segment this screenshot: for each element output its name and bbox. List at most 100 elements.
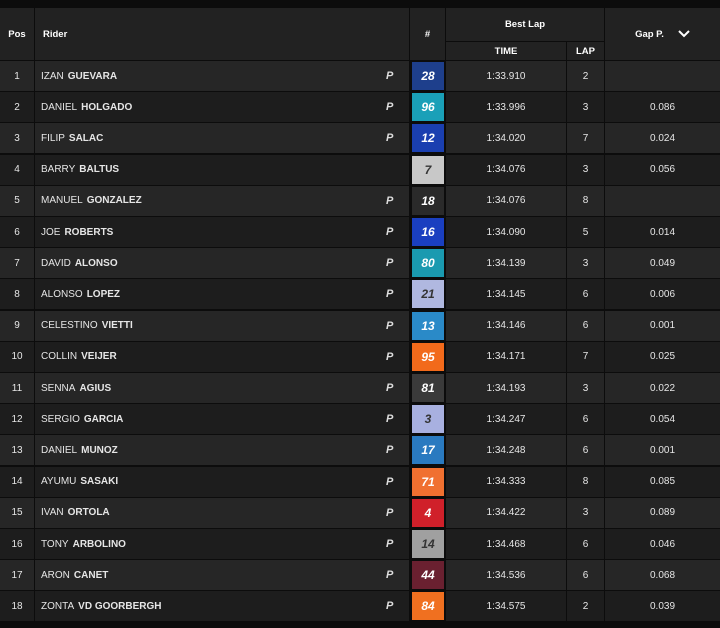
p-tag: P bbox=[386, 288, 394, 301]
last-name: CANET bbox=[73, 569, 109, 581]
rider-number: 18 bbox=[412, 186, 444, 215]
sort-chevron[interactable] bbox=[678, 30, 690, 38]
best-lap-lap: 3 bbox=[567, 373, 604, 403]
table-row: 15 IVAN ORTOLA P 4 1:34.422 3 0.089 bbox=[0, 497, 720, 528]
pos: 2 bbox=[0, 92, 34, 123]
table-row: 9 CELESTINO VIETTI P 13 1:34.146 6 0.001 bbox=[0, 310, 720, 341]
gap: 0.089 bbox=[605, 497, 720, 528]
best-lap-lap: 3 bbox=[567, 92, 604, 123]
header-gap[interactable]: Gap P. bbox=[605, 8, 720, 60]
first-name: ARON bbox=[41, 569, 70, 581]
best-lap-lap: 6 bbox=[567, 529, 604, 559]
rider-number: 95 bbox=[412, 342, 444, 371]
p-tag: P bbox=[386, 101, 394, 114]
rider-number: 7 bbox=[412, 155, 444, 184]
p-tag: P bbox=[386, 382, 394, 394]
last-name: SASAKI bbox=[80, 476, 119, 488]
rider-number: 14 bbox=[412, 530, 444, 558]
best-lap-lap: 6 bbox=[567, 404, 604, 435]
gap: 0.014 bbox=[605, 217, 720, 247]
gap: 0.049 bbox=[605, 248, 720, 279]
best-lap-lap: 7 bbox=[567, 341, 604, 372]
pos: 5 bbox=[0, 185, 34, 216]
table-row: 11 SENNA AGIUS P 81 1:34.193 3 0.022 bbox=[0, 373, 720, 403]
first-name: DAVID bbox=[41, 257, 71, 269]
last-name: ALONSO bbox=[74, 257, 118, 269]
table-row: 18 ZONTA VD GOORBERGH P 84 1:34.575 2 0.039 bbox=[0, 591, 720, 622]
table-row: 13 DANIEL MUNOZ P 17 1:34.248 6 0.001 bbox=[0, 435, 720, 466]
pos: 3 bbox=[0, 123, 34, 154]
first-name: AYUMU bbox=[41, 476, 77, 488]
pos: 14 bbox=[0, 466, 34, 497]
rider: FILIP SALAC bbox=[35, 123, 409, 154]
gap bbox=[605, 61, 720, 91]
gap: 0.024 bbox=[605, 123, 720, 154]
pos: 18 bbox=[0, 591, 34, 622]
pos: 17 bbox=[0, 560, 34, 591]
rider-number: 44 bbox=[412, 561, 444, 590]
rider-number: 17 bbox=[412, 436, 444, 465]
last-name: VD GOORBERGH bbox=[78, 600, 162, 612]
p-tag: P bbox=[386, 413, 394, 426]
best-lap-time: 1:34.076 bbox=[446, 154, 566, 185]
last-name: BALTUS bbox=[79, 164, 120, 176]
first-name: DANIEL bbox=[41, 444, 78, 456]
table-row: 4 BARRY BALTUS 7 1:34.076 3 0.056 bbox=[0, 154, 720, 185]
last-name: GUEVARA bbox=[67, 70, 118, 82]
first-name: IVAN bbox=[41, 507, 64, 519]
rider: IVAN ORTOLA bbox=[35, 497, 409, 528]
gap: 0.001 bbox=[605, 310, 720, 341]
pos: 6 bbox=[0, 217, 34, 247]
rider: SENNA AGIUS bbox=[35, 373, 409, 403]
table-row: 7 DAVID ALONSO P 80 1:34.139 3 0.049 bbox=[0, 248, 720, 279]
gap: 0.086 bbox=[605, 92, 720, 123]
best-lap-lap: 2 bbox=[567, 591, 604, 622]
pos: 4 bbox=[0, 154, 34, 185]
last-name: ARBOLINO bbox=[72, 538, 126, 550]
first-name: SENNA bbox=[41, 382, 76, 394]
best-lap-time: 1:34.090 bbox=[446, 217, 566, 247]
table-row: 10 COLLIN VEIJER P 95 1:34.171 7 0.025 bbox=[0, 341, 720, 372]
rider: DANIEL MUNOZ bbox=[35, 435, 409, 466]
pos: 10 bbox=[0, 341, 34, 372]
first-name: FILIP bbox=[41, 132, 65, 144]
table-row: 12 SERGIO GARCIA P 3 1:34.247 6 0.054 bbox=[0, 404, 720, 435]
rider: COLLIN VEIJER bbox=[35, 341, 409, 372]
first-name: CELESTINO bbox=[41, 320, 98, 332]
best-lap-lap: 8 bbox=[567, 466, 604, 497]
rider-number: 96 bbox=[412, 93, 444, 122]
gap: 0.068 bbox=[605, 560, 720, 591]
p-tag: P bbox=[386, 319, 394, 332]
best-lap-time: 1:34.139 bbox=[446, 248, 566, 279]
best-lap-time: 1:34.076 bbox=[446, 185, 566, 216]
best-lap-time: 1:34.193 bbox=[446, 373, 566, 403]
table-row: 1 IZAN GUEVARA P 28 1:33.910 2 bbox=[0, 61, 720, 91]
gap: 0.022 bbox=[605, 373, 720, 403]
gap: 0.025 bbox=[605, 341, 720, 372]
best-lap-time: 1:34.247 bbox=[446, 404, 566, 435]
rider: DAVID ALONSO bbox=[35, 248, 409, 279]
best-lap-time: 1:34.145 bbox=[446, 279, 566, 310]
gap: 0.085 bbox=[605, 466, 720, 497]
best-lap-time: 1:34.468 bbox=[446, 529, 566, 559]
best-lap-lap: 8 bbox=[567, 185, 604, 216]
rider: TONY ARBOLINO bbox=[35, 529, 409, 559]
last-name: ROBERTS bbox=[64, 226, 114, 238]
gap: 0.054 bbox=[605, 404, 720, 435]
pos: 13 bbox=[0, 435, 34, 466]
last-name: VIETTI bbox=[101, 320, 133, 332]
rider-number: 4 bbox=[412, 498, 444, 527]
first-name: COLLIN bbox=[41, 351, 78, 363]
pos: 12 bbox=[0, 404, 34, 435]
p-tag: P bbox=[386, 226, 394, 238]
first-name: BARRY bbox=[41, 164, 76, 176]
header-rider: Rider bbox=[35, 8, 409, 60]
best-lap-time: 1:33.910 bbox=[446, 61, 566, 91]
best-lap-lap: 3 bbox=[567, 497, 604, 528]
best-lap-lap: 6 bbox=[567, 310, 604, 341]
first-name: DANIEL bbox=[41, 101, 78, 113]
best-lap-time: 1:33.996 bbox=[446, 92, 566, 123]
p-tag: P bbox=[386, 70, 394, 82]
header-gap-label: Gap P. bbox=[635, 28, 664, 40]
